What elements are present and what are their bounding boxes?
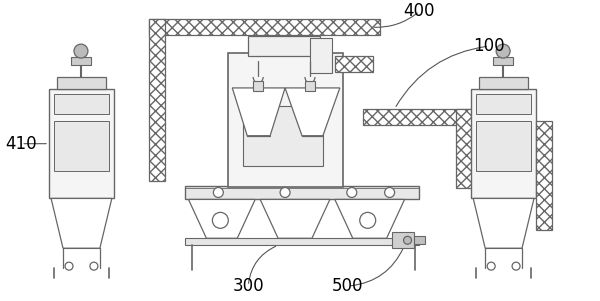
Bar [54,94,109,114]
Circle shape [347,188,357,197]
Circle shape [212,213,229,228]
Bar [248,36,320,56]
Bar [49,89,114,198]
Text: 410: 410 [5,135,37,153]
Polygon shape [232,88,285,136]
Circle shape [496,44,510,58]
Bar [185,238,419,245]
Polygon shape [260,200,330,238]
Bar [243,106,323,166]
Bar [471,89,536,198]
Polygon shape [188,200,255,238]
Bar [253,81,263,91]
Bar [310,38,332,73]
Bar [476,94,531,114]
Circle shape [65,262,73,270]
Bar [305,81,315,91]
Bar [54,121,109,171]
Bar [457,109,472,188]
Bar [476,121,531,171]
Circle shape [404,236,412,244]
Bar [149,19,380,35]
Circle shape [360,213,376,228]
Bar [57,77,106,89]
Polygon shape [335,200,404,238]
Text: 300: 300 [232,277,264,295]
Circle shape [487,262,495,270]
Text: 400: 400 [404,2,435,20]
Circle shape [74,44,88,58]
Bar [536,121,552,230]
Bar [392,232,413,248]
Circle shape [90,262,98,270]
Circle shape [512,262,520,270]
Bar [71,57,91,65]
Circle shape [280,188,290,197]
Polygon shape [51,198,112,248]
Bar [149,19,164,181]
Bar [413,236,425,244]
Bar [493,57,513,65]
Text: 500: 500 [332,277,364,295]
Circle shape [214,188,223,197]
Text: 100: 100 [473,37,505,55]
Bar [335,56,373,72]
Bar [479,77,528,89]
Bar [185,185,419,200]
Polygon shape [473,198,534,248]
Circle shape [385,188,395,197]
Bar [363,109,474,125]
Polygon shape [285,88,340,136]
Bar [229,53,343,188]
